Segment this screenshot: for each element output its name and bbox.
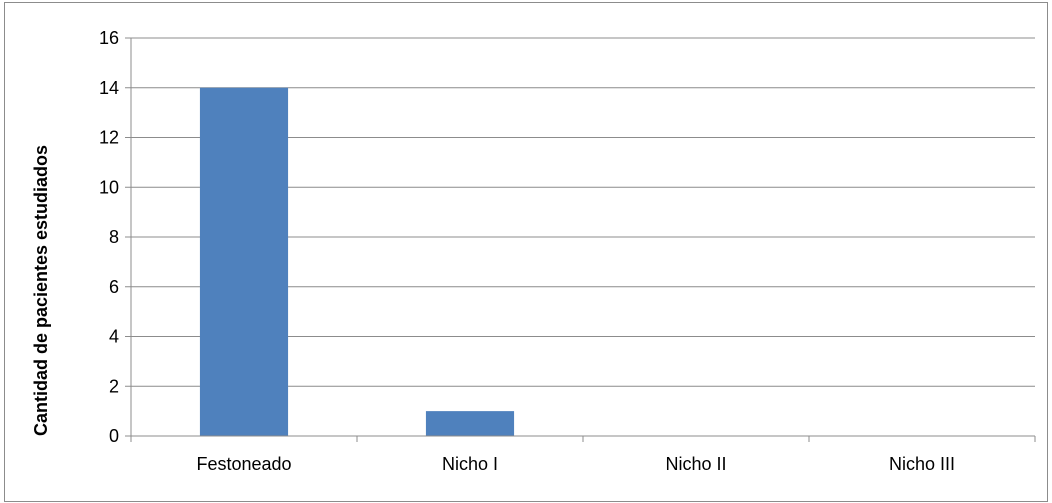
- x-tick-label: Nicho I: [442, 454, 498, 474]
- chart-frame: 0 2 4 6 8 10 12 14 16 Festoneado Nicho I Nicho II N…: [4, 2, 1048, 502]
- bar-chart: 0 2 4 6 8 10 12 14 16 Festoneado Nicho I Nicho II N…: [31, 28, 1036, 474]
- bars: [199, 87, 515, 436]
- y-tick-label: 0: [109, 426, 119, 446]
- x-tick-label: Nicho III: [889, 454, 955, 474]
- bar: [425, 411, 515, 436]
- y-tick-label: 16: [99, 28, 119, 48]
- y-tick-label: 8: [109, 227, 119, 247]
- x-tick-label: Nicho II: [665, 454, 726, 474]
- x-axis: Festoneado Nicho I Nicho II Nicho III: [130, 435, 1036, 474]
- y-axis: 0 2 4 6 8 10 12 14 16: [99, 28, 132, 446]
- x-tick-label: Festoneado: [196, 454, 291, 474]
- y-axis-label: Cantidad de pacientes estudiados: [31, 145, 51, 436]
- bar: [199, 87, 289, 436]
- y-tick-label: 6: [109, 277, 119, 297]
- y-tick-label: 2: [109, 376, 119, 396]
- y-tick-label: 12: [99, 128, 119, 148]
- y-tick-label: 4: [109, 327, 119, 347]
- y-tick-label: 14: [99, 78, 119, 98]
- y-tick-label: 10: [99, 177, 119, 197]
